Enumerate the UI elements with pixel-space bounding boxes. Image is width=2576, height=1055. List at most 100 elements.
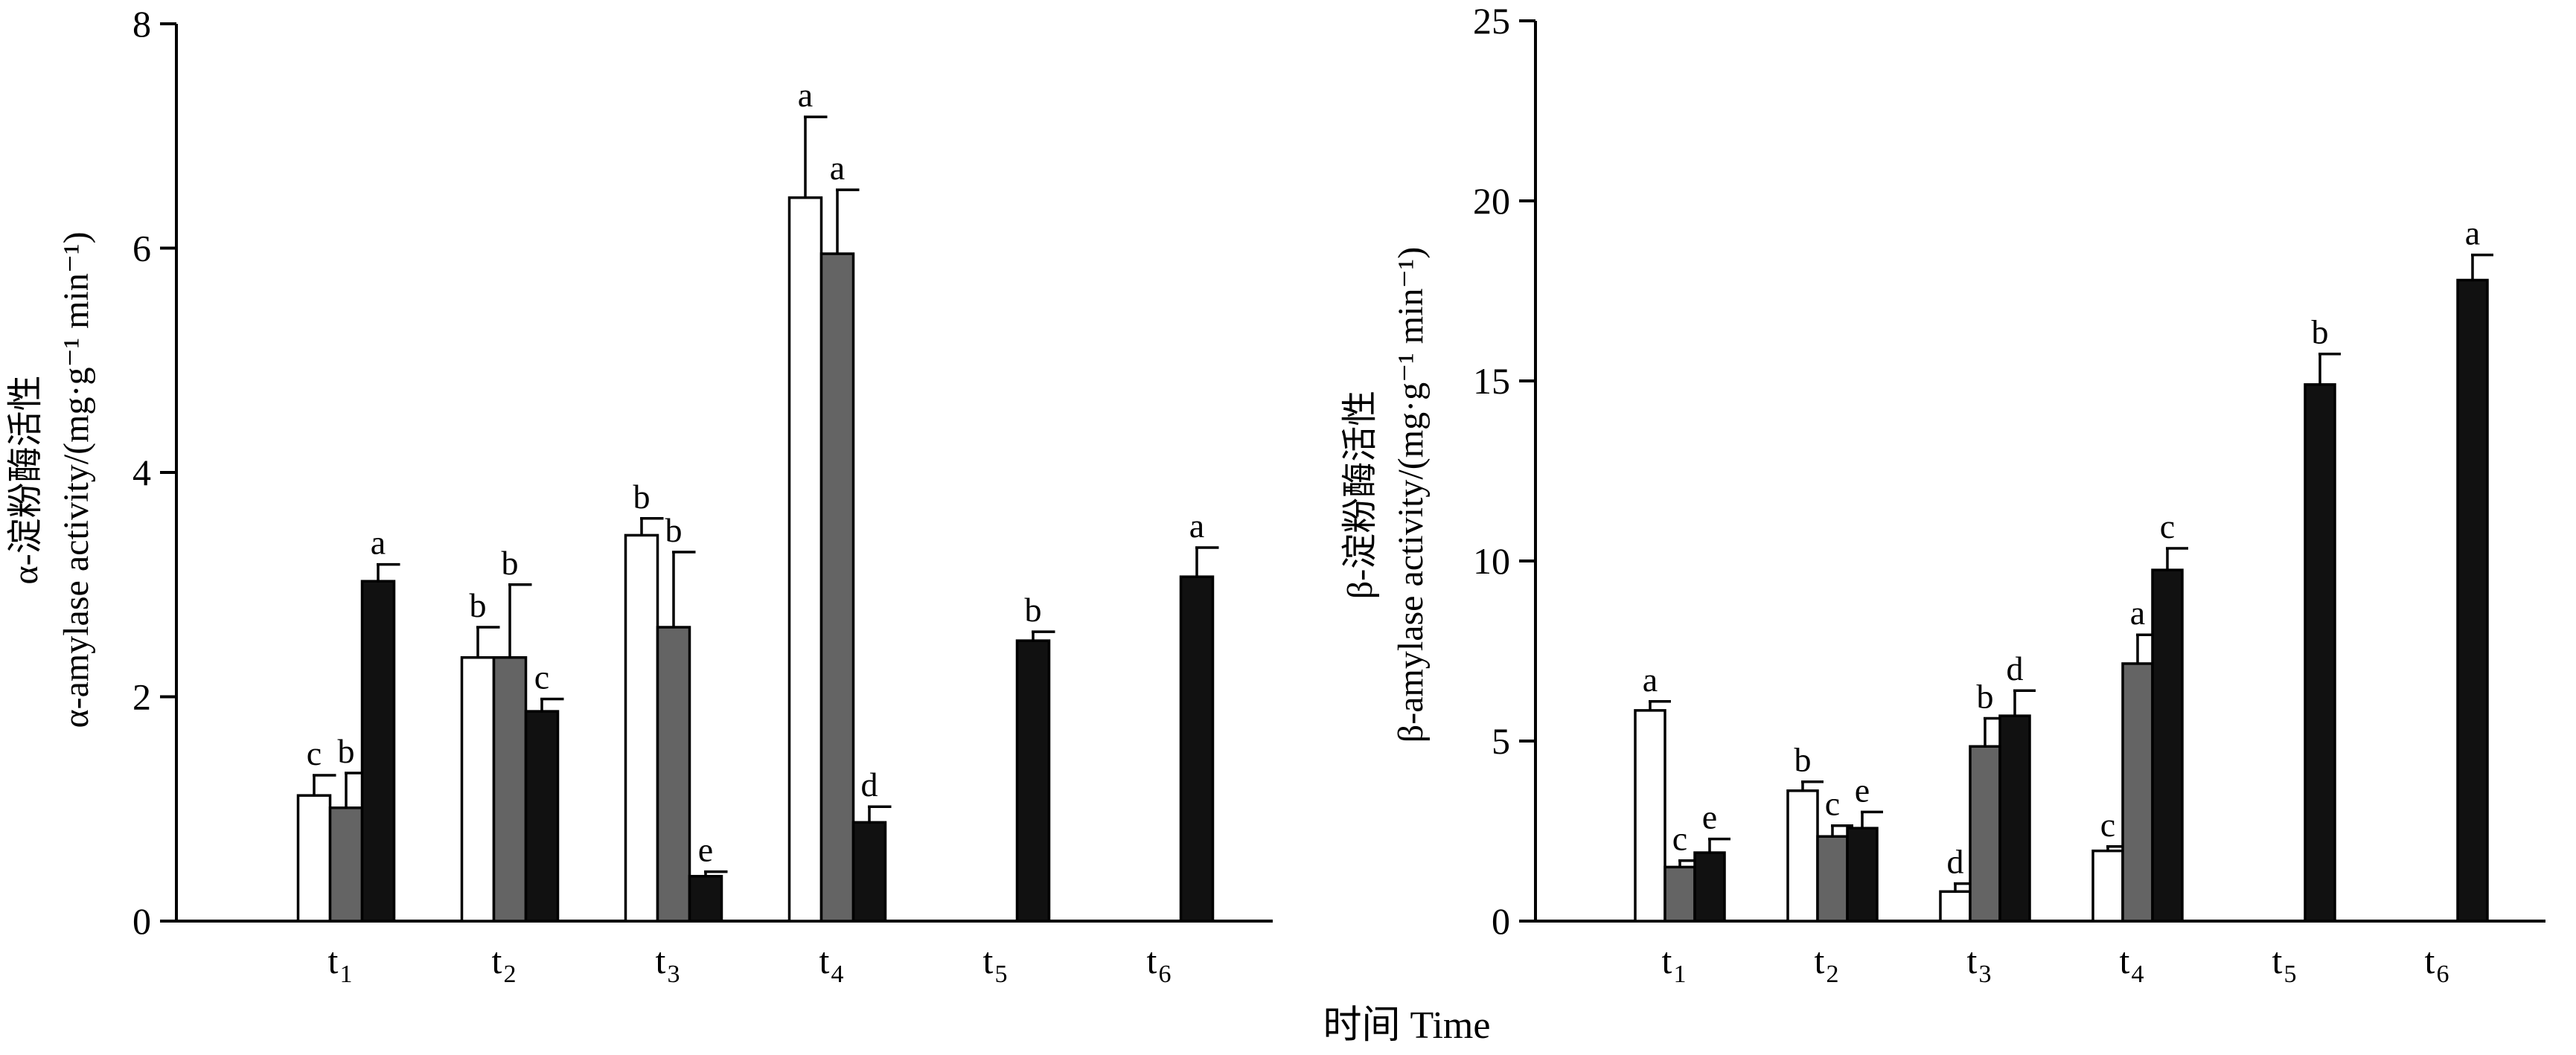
left-significance-label: b	[502, 544, 519, 582]
left-x-tick-label: t6	[1147, 940, 1172, 988]
left-x-tick-label: t2	[492, 940, 517, 988]
left-significance-label: b	[1025, 591, 1042, 629]
left-x-tick-label: t1	[328, 940, 353, 988]
left-error-bar	[640, 517, 664, 536]
left-bar-white	[624, 533, 659, 923]
left-bar-gray	[328, 806, 364, 923]
right-bar-white	[1939, 890, 1972, 923]
left-significance-label: a	[830, 149, 845, 187]
left-y-axis-label: α-淀粉酶活性 α-amylase activity/(mg·g⁻¹ min⁻¹…	[6, 231, 96, 728]
right-bar-gray	[1816, 835, 1849, 923]
right-significance-label: b	[1977, 678, 1994, 716]
right-bar-black	[2151, 568, 2184, 923]
left-significance-label: b	[338, 732, 355, 770]
right-y-label-line1: β-淀粉酶活性	[1340, 391, 1380, 599]
right-significance-label: b	[1794, 741, 1812, 779]
left-error-bar	[672, 551, 696, 628]
left-error-bar	[1195, 546, 1219, 577]
left-significance-label: d	[861, 766, 878, 804]
left-bar-white	[460, 655, 496, 923]
right-significance-label: e	[1702, 798, 1717, 836]
right-significance-label: a	[1643, 661, 1658, 699]
right-y-label-line2: β-amylase activity/(mg·g⁻¹ min⁻¹)	[1391, 247, 1431, 743]
x-axis-label: 时间 Time	[1323, 1004, 1491, 1047]
right-significance-label: a	[2465, 214, 2480, 252]
right-error-bar	[1708, 837, 1730, 853]
left-bar-black	[851, 821, 887, 923]
right-y-tick-label: 20	[1473, 180, 1510, 222]
left-significance-label: c	[307, 734, 322, 772]
right-bar-black	[1693, 851, 1726, 923]
right-significance-label: d	[1947, 843, 1964, 881]
right-error-bar	[2166, 547, 2188, 571]
left-significance-label: a	[798, 76, 813, 114]
right-x-tick-label: t1	[1662, 940, 1687, 988]
right-x-tick-label: t2	[1815, 940, 1839, 988]
right-bar-gray	[1663, 865, 1696, 923]
right-bar-white	[1786, 789, 1819, 923]
right-y-tick-label: 0	[1492, 900, 1510, 942]
right-significance-label: b	[2312, 313, 2329, 351]
right-bar-black	[1846, 827, 1879, 923]
right-error-bar	[2318, 352, 2341, 385]
left-y-tick-label: 8	[132, 3, 151, 45]
right-significance-label: c	[2160, 507, 2175, 545]
left-significance-label: e	[698, 831, 713, 869]
right-error-bar	[1861, 810, 1883, 829]
left-x-tick-label: t5	[983, 940, 1008, 988]
left-y-tick-label: 0	[132, 900, 151, 942]
left-error-bar	[508, 583, 532, 658]
right-significance-label: c	[1672, 820, 1687, 858]
left-bar-black	[360, 580, 396, 923]
left-bar-black	[524, 710, 560, 923]
right-significance-label: d	[2007, 650, 2024, 687]
right-error-bar	[1649, 700, 1671, 711]
right-chart: β-淀粉酶活性 β-amylase activity/(mg·g⁻¹ min⁻¹…	[1340, 0, 2545, 988]
left-bar-gray	[492, 655, 528, 923]
right-error-bar	[1801, 780, 1824, 791]
right-bar-black	[2304, 383, 2336, 923]
left-bar-white	[296, 794, 332, 923]
left-chart: α-淀粉酶活性 α-amylase activity/(mg·g⁻¹ min⁻¹…	[6, 3, 1273, 988]
right-y-tick-label: 15	[1473, 360, 1510, 402]
left-significance-label: b	[633, 478, 651, 516]
right-significance-label: c	[2100, 806, 2115, 844]
right-bar-white	[2091, 849, 2124, 923]
right-y-tick-label: 5	[1492, 720, 1510, 762]
left-bar-black	[1179, 575, 1215, 923]
left-y-label-line1: α-淀粉酶活性	[6, 375, 45, 584]
right-error-bar	[2471, 253, 2493, 280]
left-bar-gray	[656, 626, 691, 923]
right-significance-label: c	[1825, 785, 1840, 823]
right-x-tick-label: t3	[1967, 940, 1992, 988]
left-y-label-line2: α-amylase activity/(mg·g⁻¹ min⁻¹)	[57, 231, 96, 728]
left-bar-black	[1015, 639, 1051, 923]
left-error-bar	[704, 870, 728, 876]
right-y-tick-label: 25	[1473, 0, 1510, 42]
right-x-tick-label: t4	[2120, 940, 2144, 988]
left-x-tick-label: t4	[819, 940, 844, 988]
right-bar-white	[1634, 709, 1666, 923]
left-y-tick-label: 2	[132, 676, 151, 718]
left-significance-label: a	[1189, 507, 1204, 545]
left-error-bar	[1032, 630, 1055, 641]
left-error-bar	[313, 774, 336, 796]
right-y-axis-label: β-淀粉酶活性 β-amylase activity/(mg·g⁻¹ min⁻¹…	[1340, 247, 1431, 743]
right-bar-gray	[1969, 745, 2001, 923]
left-error-bar	[804, 115, 828, 198]
right-x-tick-label: t6	[2425, 940, 2449, 988]
left-significance-label: a	[371, 524, 386, 562]
right-bar-gray	[2121, 662, 2154, 923]
left-error-bar	[836, 188, 860, 254]
right-error-bar	[1831, 824, 1853, 837]
right-significance-label: e	[1855, 771, 1870, 809]
right-bar-black	[1998, 714, 2031, 923]
left-bar-black	[688, 874, 723, 923]
right-significance-label: a	[2130, 594, 2145, 632]
left-x-tick-label: t3	[656, 940, 680, 988]
right-x-tick-label: t5	[2272, 940, 2297, 988]
right-bar-black	[2456, 278, 2489, 923]
